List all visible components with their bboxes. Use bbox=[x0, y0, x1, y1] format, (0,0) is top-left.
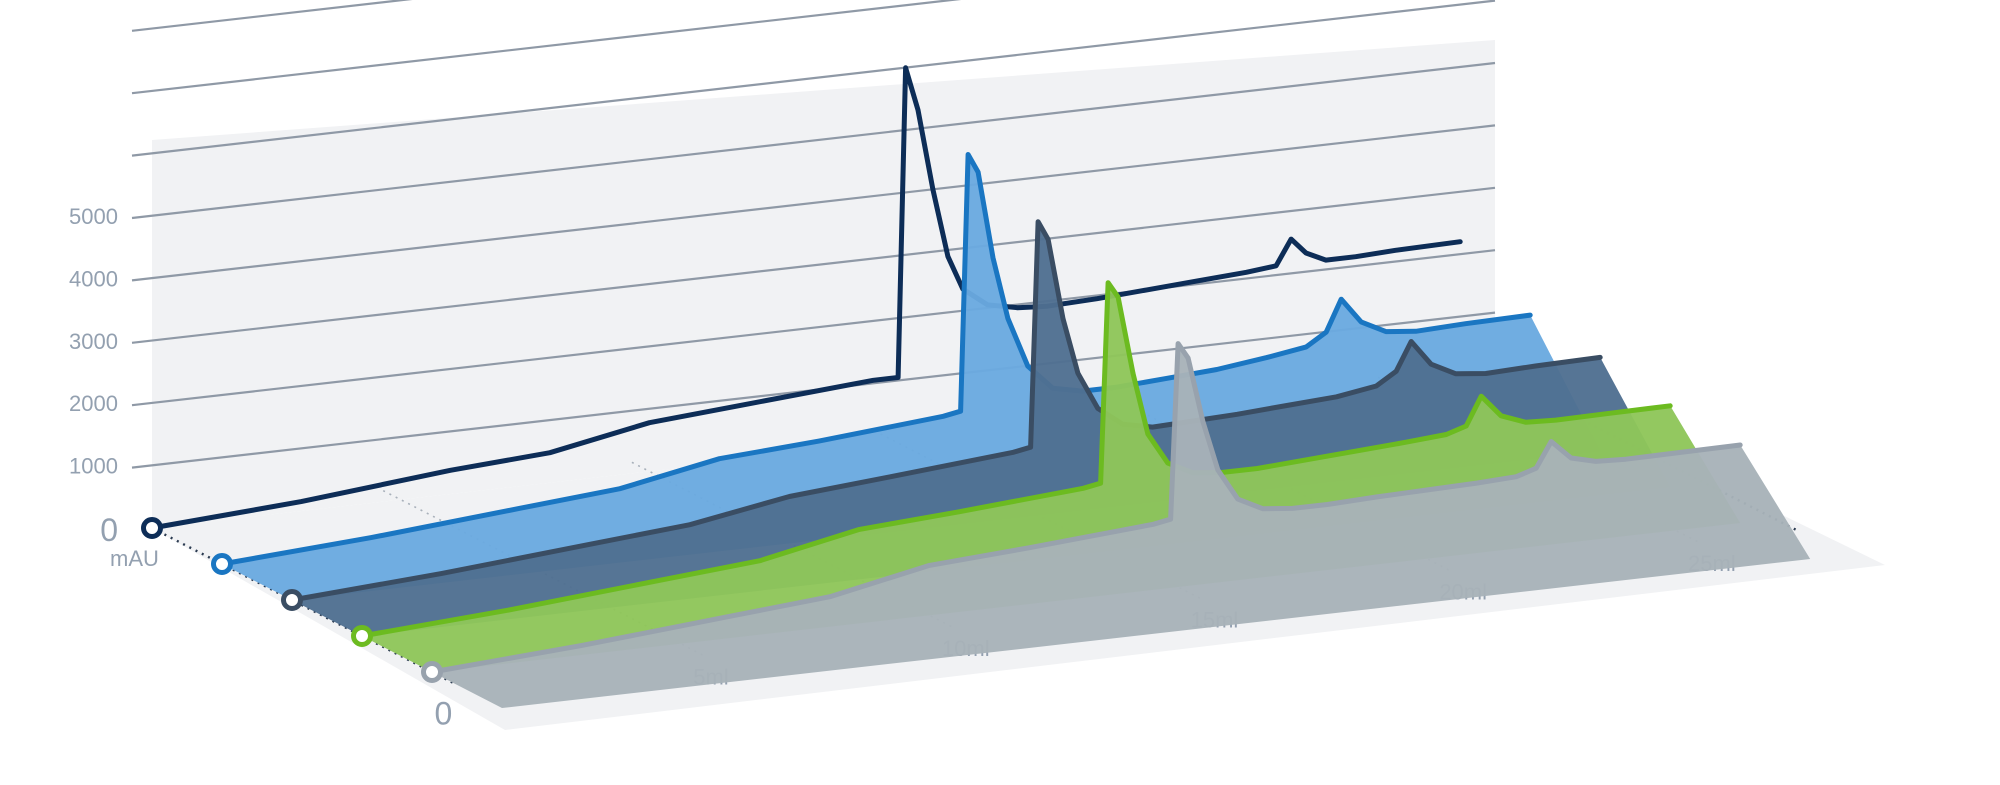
y-tick-label: 4000 bbox=[69, 266, 118, 291]
depth-edge bbox=[151, 526, 458, 686]
gridline bbox=[131, 0, 962, 95]
y-tick-label: 2000 bbox=[69, 391, 118, 416]
y-tick-label: 5000 bbox=[69, 204, 118, 229]
gridline bbox=[131, 61, 1496, 220]
gridline bbox=[131, 0, 413, 32]
y-tick-label: 0 bbox=[100, 512, 118, 548]
gridline bbox=[131, 186, 1496, 344]
y-axis-label: mAU bbox=[110, 546, 159, 571]
series-start-marker-2 bbox=[211, 553, 233, 575]
series-fill-5 bbox=[432, 343, 1811, 708]
y-tick-label: 3000 bbox=[69, 329, 118, 354]
series-layer bbox=[141, 65, 1811, 708]
series-start-marker-3 bbox=[281, 589, 303, 611]
x-tick-label: 0 bbox=[435, 696, 453, 732]
series-line-5 bbox=[429, 341, 1743, 675]
series-start-marker-5 bbox=[421, 661, 443, 683]
y-tick-label: 1000 bbox=[69, 454, 118, 479]
gridline bbox=[131, 0, 1496, 157]
series-fill-4 bbox=[362, 282, 1741, 672]
gridline bbox=[131, 249, 1496, 407]
series-start-marker-1 bbox=[141, 517, 163, 539]
series-start-marker-4 bbox=[351, 625, 373, 647]
gridline bbox=[131, 124, 1496, 282]
